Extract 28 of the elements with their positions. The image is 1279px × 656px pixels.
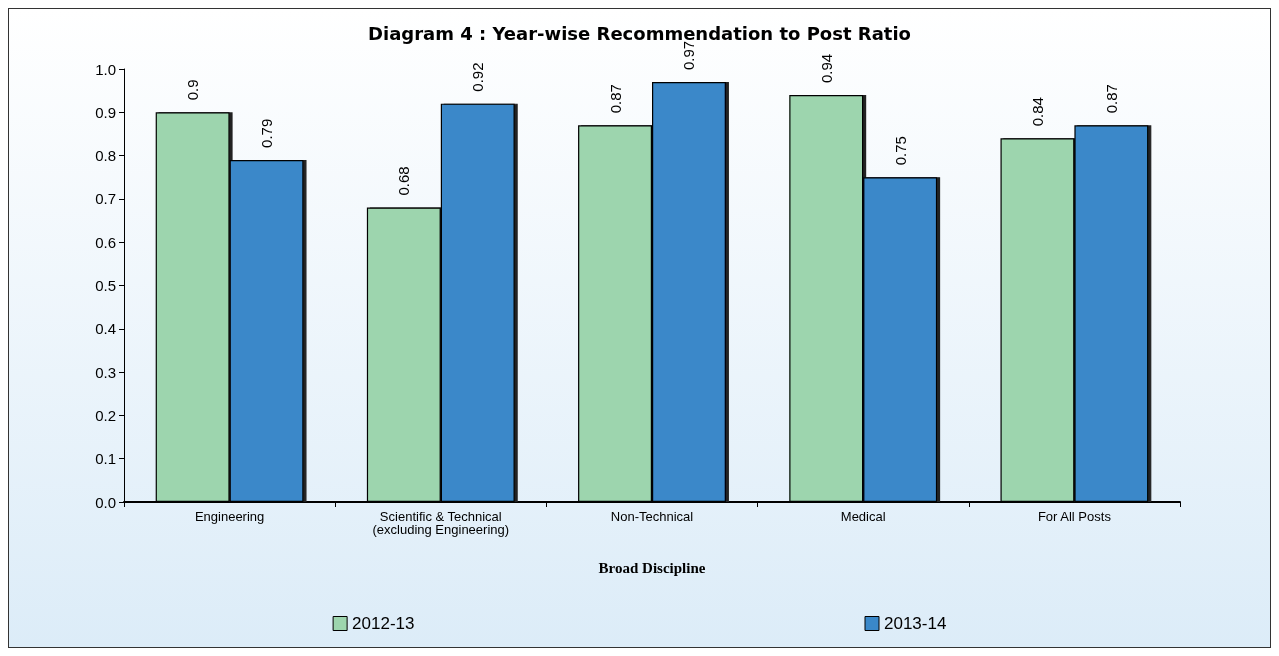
legend-label: 2013-14 — [884, 614, 947, 633]
y-tick-label: 0.0 — [95, 493, 116, 511]
data-label: 0.9 — [184, 79, 202, 101]
data-label: 0.84 — [1028, 97, 1046, 127]
y-tick-label: 0.1 — [95, 450, 116, 468]
x-tick-label: Engineering — [194, 509, 265, 524]
y-tick-label: 0.6 — [95, 233, 116, 251]
y-tick-label: 0.7 — [95, 190, 116, 208]
data-label: 0.75 — [891, 136, 909, 166]
y-tick-label: 0.4 — [95, 320, 116, 338]
data-label: 0.94 — [817, 53, 835, 83]
legend-label: 2012-13 — [352, 614, 415, 633]
y-tick-label: 0.5 — [95, 277, 116, 294]
data-label: 0.87 — [1102, 84, 1120, 114]
data-label: 0.68 — [395, 166, 413, 196]
y-tick-label: 0.2 — [95, 406, 116, 424]
data-label: 0.92 — [469, 62, 487, 92]
data-label: 0.87 — [606, 84, 624, 114]
data-label: 0.79 — [258, 118, 276, 148]
y-tick-label: 0.3 — [95, 363, 116, 381]
y-tick-label: 1.0 — [95, 60, 116, 78]
x-tick-label: Non-Technical — [610, 509, 694, 524]
y-tick-label: 0.9 — [95, 103, 116, 121]
x-tick-label: Medical — [840, 509, 886, 524]
x-tick-label: For All Posts — [1037, 509, 1112, 524]
x-axis-title: Broad Discipline — [598, 559, 706, 576]
x-tick-label: Scientific & Technical (excluding Engineering) — [372, 509, 510, 537]
y-tick-label: 0.8 — [95, 147, 116, 165]
